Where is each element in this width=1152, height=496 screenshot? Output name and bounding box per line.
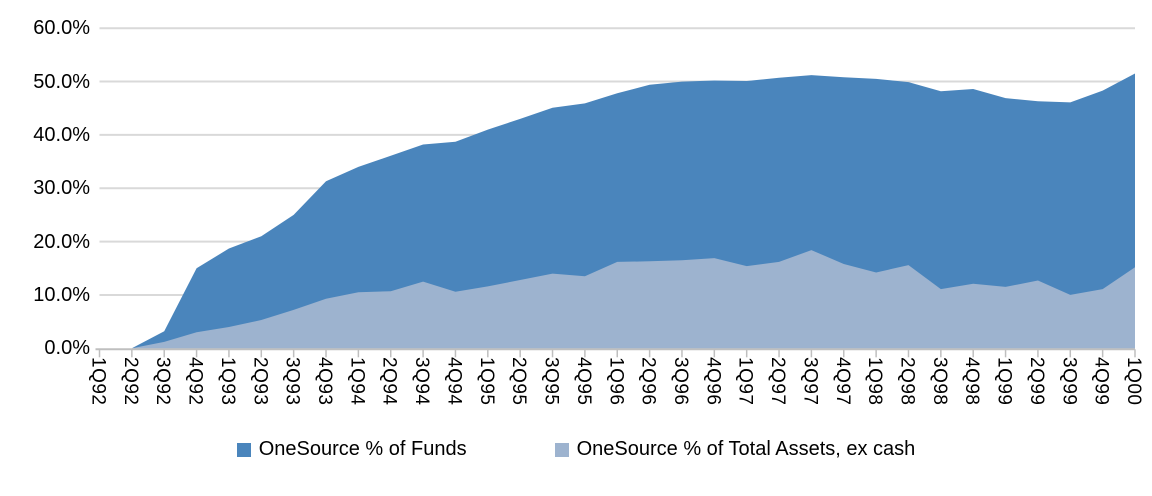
x-axis-label: 2Q94	[378, 357, 400, 406]
y-axis-label: 50.0%	[33, 70, 90, 93]
x-axis-label: 1Q00	[1123, 357, 1144, 406]
x-axis-label: 1Q94	[346, 357, 368, 406]
x-axis-label: 3Q96	[669, 357, 691, 406]
x-axis-label: 1Q97	[734, 357, 756, 406]
x-axis-label: 3Q92	[152, 357, 174, 406]
y-axis-label: 40.0%	[33, 123, 90, 146]
y-axis-label: 30.0%	[33, 177, 90, 200]
legend-item-assets: OneSource % of Total Assets, ex cash	[554, 438, 916, 461]
x-axis-label: 2Q93	[249, 357, 271, 406]
x-axis-label: 2Q95	[508, 357, 530, 406]
x-axis-label: 1Q96	[605, 357, 627, 406]
x-axis-label: 3Q98	[928, 357, 950, 406]
x-axis-label: 1Q95	[475, 357, 497, 406]
x-axis-label: 1Q93	[216, 357, 238, 406]
x-axis-label: 4Q92	[184, 357, 206, 406]
x-axis-label: 1Q98	[864, 357, 886, 406]
area-assets	[99, 250, 1135, 349]
x-axis-label: 2Q98	[896, 357, 918, 406]
x-axis-label: 4Q93	[314, 357, 336, 406]
y-axis-label: 0.0%	[44, 337, 90, 360]
x-axis-label: 1Q99	[993, 357, 1015, 406]
legend-item-funds: OneSource % of Funds	[236, 438, 467, 461]
x-axis-label: 3Q99	[1058, 357, 1080, 406]
legend-swatch-funds-icon	[236, 442, 251, 457]
y-axis-label: 10.0%	[33, 283, 90, 306]
legend: OneSource % of Funds OneSource % of Tota…	[0, 438, 1152, 461]
x-axis-label: 4Q98	[961, 357, 983, 406]
x-axis-label: 3Q93	[281, 357, 303, 406]
x-axis-label: 4Q96	[702, 357, 724, 406]
x-axis-label: 2Q99	[1025, 357, 1047, 406]
x-axis-label: 2Q97	[767, 357, 789, 406]
x-axis-label: 4Q97	[831, 357, 853, 406]
x-axis-label: 3Q94	[411, 357, 433, 406]
x-axis-label: 4Q95	[572, 357, 594, 406]
legend-swatch-assets-icon	[554, 442, 569, 457]
x-axis-label: 4Q99	[1090, 357, 1112, 406]
x-axis-label: 1Q92	[87, 357, 109, 406]
legend-label-assets: OneSource % of Total Assets, ex cash	[576, 438, 916, 460]
x-axis-label: 4Q94	[443, 357, 465, 406]
x-axis-label: 3Q97	[799, 357, 821, 406]
x-axis-label: 3Q95	[540, 357, 562, 406]
y-axis-label: 60.0%	[33, 17, 90, 40]
x-axis-label: 2Q96	[637, 357, 659, 406]
x-axis-label: 2Q92	[119, 357, 141, 406]
y-axis-label: 20.0%	[33, 230, 90, 253]
legend-label-funds: OneSource % of Funds	[258, 438, 467, 460]
